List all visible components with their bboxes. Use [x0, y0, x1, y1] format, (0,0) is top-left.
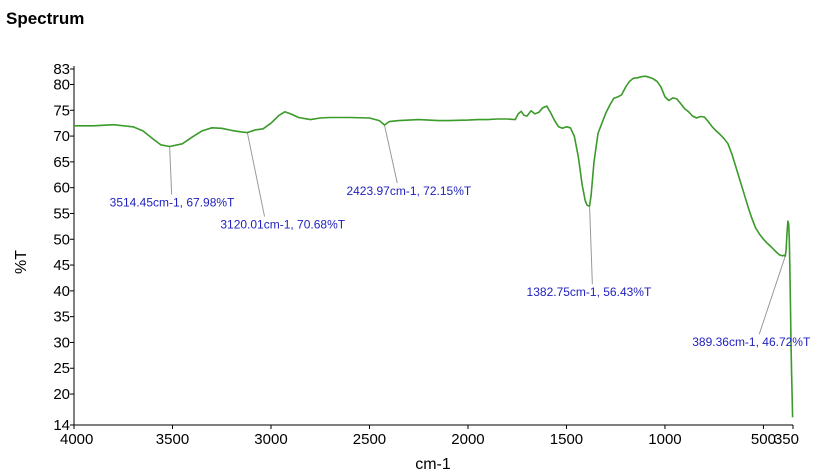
peak-annotation-label: 1382.75cm-1, 56.43%T — [527, 285, 652, 299]
annotation-leader-line — [589, 206, 593, 285]
x-tick-label: 1500 — [550, 431, 583, 448]
y-tick-label: 14 — [53, 417, 70, 434]
x-tick-label: 4000 — [60, 431, 93, 448]
y-tick-label: 80 — [53, 76, 70, 93]
peak-annotation-label: 389.36cm-1, 46.72%T — [692, 335, 811, 349]
spectrum-line — [74, 75, 794, 418]
y-tick-label: 75 — [53, 102, 70, 119]
y-tick-label: 30 — [53, 334, 70, 351]
y-tick-label: 65 — [53, 154, 70, 171]
chart-title: Spectrum — [6, 9, 84, 28]
annotation-leader-line — [758, 256, 786, 335]
annotation-leader-line — [169, 146, 173, 195]
plot-area — [74, 75, 794, 418]
y-tick-label: 35 — [53, 309, 70, 326]
peak-annotation-label: 3120.01cm-1, 70.68%T — [220, 218, 345, 232]
y-tick-label: 45 — [53, 257, 70, 274]
y-tick-label: 70 — [53, 128, 70, 145]
x-tick-label: 3000 — [254, 431, 287, 448]
annotation-leader-line — [383, 124, 398, 184]
peak-annotation-label: 2423.97cm-1, 72.15%T — [346, 184, 471, 198]
y-axis-label: %T — [13, 250, 30, 274]
annotation-leader-line — [246, 132, 266, 217]
y-tick-label: 20 — [53, 386, 70, 403]
y-tick-label: 25 — [53, 360, 70, 377]
x-axis-label: cm-1 — [415, 456, 451, 472]
y-tick-label: 50 — [53, 231, 70, 248]
y-tick-label: 40 — [53, 283, 70, 300]
peak-annotation-label: 3514.45cm-1, 67.98%T — [110, 195, 235, 209]
annotation-leaders — [169, 124, 786, 335]
y-tick-label: 83 — [53, 61, 70, 78]
x-tick-label: 2000 — [451, 431, 484, 448]
x-tick-label: 2500 — [353, 431, 386, 448]
peak-annotations: 3514.45cm-1, 67.98%T 3120.01cm-1, 70.68%T… — [110, 184, 811, 349]
x-tick-label: 1000 — [648, 431, 681, 448]
y-tick-label: 55 — [53, 205, 70, 222]
x-tick-label: 500 — [751, 431, 776, 448]
x-tick-label: 3500 — [156, 431, 189, 448]
x-tick-label: 350 — [774, 431, 799, 448]
y-tick-label: 60 — [53, 180, 70, 197]
